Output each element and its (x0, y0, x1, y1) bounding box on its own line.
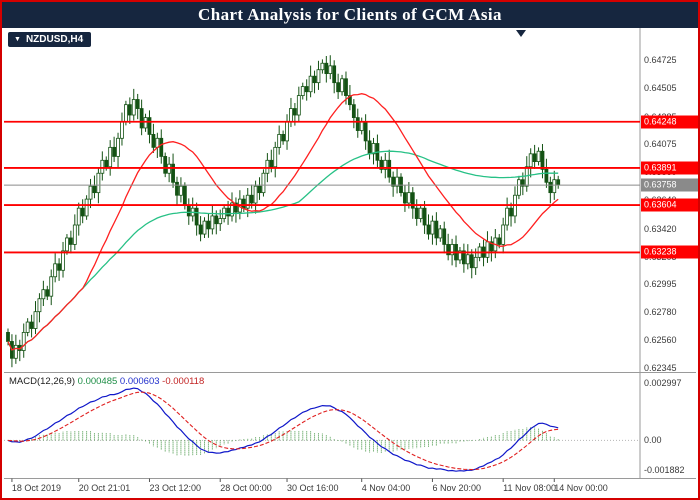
level-price-badge: 0.63891 (641, 161, 698, 175)
symbol-label: ▼ NZDUSD,H4 (8, 32, 92, 47)
macd-histogram (11, 426, 559, 456)
price-tick: 0.62345 (644, 362, 677, 373)
time-tick-label: 4 Nov 04:00 (361, 483, 411, 493)
symbol-label-text: NZDUSD,H4 (25, 34, 84, 45)
current-price-badge: 0.63758 (641, 178, 698, 192)
price-tick: 0.62560 (644, 335, 677, 346)
macd-value-signal: 0.000603 (119, 376, 160, 387)
macd-main-line (7, 387, 559, 472)
time-tick-label: 23 Oct 12:00 (149, 483, 202, 493)
time-tick-label: 30 Oct 16:00 (287, 483, 339, 493)
time-tick-label: 20 Oct 21:01 (78, 483, 131, 493)
level-price-badge: 0.64248 (641, 115, 698, 129)
horizontal-level-lines[interactable] (4, 120, 640, 254)
chevron-down-icon: ▼ (14, 36, 21, 43)
time-tick-marks (11, 478, 555, 482)
macd-value-main: 0.000485 (77, 376, 118, 387)
time-tick-label: 14 Nov 00:00 (554, 483, 608, 493)
time-tick-label: 6 Nov 20:00 (432, 483, 481, 493)
header-bar: Chart Analysis for Clients of GCM Asia (2, 2, 698, 28)
macd-value-histogram: -0.000118 (162, 376, 205, 387)
price-tick: 0.62995 (644, 278, 677, 289)
macd-signal-line (7, 391, 559, 471)
page-title: Chart Analysis for Clients of GCM Asia (198, 5, 502, 24)
macd-axis-zero: 0.00 (644, 435, 662, 446)
macd-indicator-name: MACD(12,26,9) (9, 376, 75, 387)
price-tick: 0.64725 (644, 55, 677, 66)
price-tick: 0.63420 (644, 223, 677, 234)
level-price-badge: 0.63604 (641, 198, 698, 212)
price-tick: 0.64075 (644, 139, 677, 150)
candlestick-series (6, 55, 561, 368)
macd-axis-bottom: -0.001882 (644, 465, 685, 475)
time-tick-label: 28 Oct 00:00 (220, 483, 272, 493)
macd-axis-top: 0.002997 (644, 378, 682, 388)
time-tick-label: 18 Oct 2019 (11, 483, 61, 493)
price-tick: 0.64505 (644, 83, 677, 94)
time-tick-label: 11 Nov 08:00 (503, 483, 557, 493)
macd-label: MACD(12,26,9) 0.000485 0.000603 -0.00011… (9, 376, 204, 387)
chart-shift-marker-icon[interactable] (516, 30, 526, 37)
level-price-badge: 0.63238 (641, 245, 698, 259)
price-tick: 0.62780 (644, 306, 677, 317)
ma-slow-line (7, 150, 559, 351)
